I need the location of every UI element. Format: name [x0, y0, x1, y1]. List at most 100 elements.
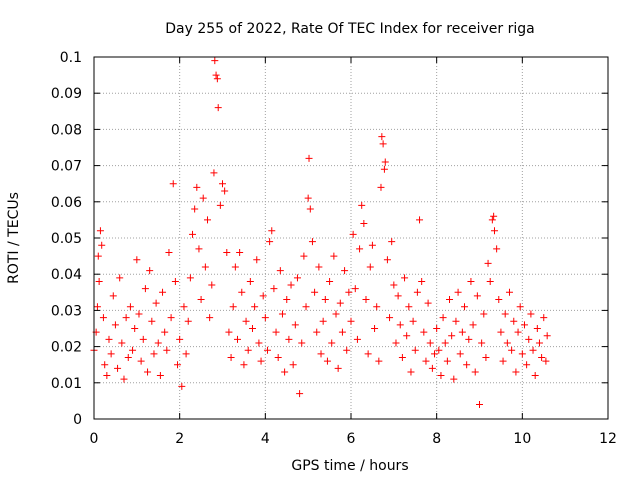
data-point	[293, 274, 301, 282]
data-point	[211, 57, 219, 65]
data-point	[229, 303, 237, 311]
data-point	[191, 205, 199, 213]
y-tick-label: 0.05	[51, 231, 82, 247]
data-point	[516, 303, 524, 311]
data-point	[543, 332, 551, 340]
data-point	[413, 288, 421, 296]
data-point	[321, 296, 329, 304]
data-point	[197, 296, 205, 304]
data-point	[540, 314, 548, 322]
data-point	[490, 227, 498, 235]
data-point	[461, 303, 469, 311]
data-point	[401, 274, 409, 282]
data-point	[490, 212, 498, 220]
data-point	[154, 339, 162, 347]
data-point	[362, 296, 370, 304]
data-point	[375, 357, 383, 365]
data-point	[305, 154, 313, 162]
data-point	[366, 263, 374, 271]
data-point	[409, 317, 417, 325]
data-point	[336, 299, 344, 307]
data-point	[174, 361, 182, 369]
data-point	[304, 194, 312, 202]
data-point	[296, 390, 304, 398]
y-tick-label: 0.06	[51, 195, 82, 211]
data-point	[201, 263, 209, 271]
data-point	[114, 364, 122, 372]
data-point	[394, 292, 402, 300]
data-point	[446, 296, 454, 304]
data-point	[129, 346, 137, 354]
data-point	[259, 292, 267, 300]
data-point	[317, 350, 325, 358]
data-point	[227, 353, 235, 361]
data-point	[184, 317, 192, 325]
data-point	[501, 310, 509, 318]
y-tick-label: 0.04	[51, 267, 82, 283]
data-point	[298, 339, 306, 347]
data-point	[300, 252, 308, 260]
data-point	[480, 310, 488, 318]
data-point	[287, 281, 295, 289]
data-point	[236, 248, 244, 256]
data-point	[520, 321, 528, 329]
data-point	[105, 335, 113, 343]
y-tick-label: 0	[73, 412, 82, 428]
data-point	[101, 361, 109, 369]
grid-lines	[94, 57, 608, 419]
data-point	[206, 314, 214, 322]
data-point	[212, 71, 220, 79]
data-point	[351, 285, 359, 293]
data-point	[493, 245, 501, 253]
data-point	[221, 187, 229, 195]
data-point	[180, 303, 188, 311]
data-point	[233, 335, 241, 343]
data-point	[238, 288, 246, 296]
data-point	[377, 183, 385, 191]
data-point	[283, 296, 291, 304]
data-point	[416, 216, 424, 224]
data-point	[178, 382, 186, 390]
data-point	[381, 158, 389, 166]
data-point	[505, 288, 513, 296]
data-point	[538, 353, 546, 361]
data-point	[484, 259, 492, 267]
data-point	[503, 339, 511, 347]
data-point	[452, 317, 460, 325]
data-point	[186, 274, 194, 282]
data-point	[141, 285, 149, 293]
data-point	[328, 339, 336, 347]
data-point	[210, 169, 218, 177]
data-point	[131, 325, 139, 332]
data-point	[111, 321, 119, 329]
data-point	[439, 314, 447, 322]
data-point	[345, 288, 353, 296]
data-point	[213, 75, 221, 83]
data-point	[225, 328, 233, 336]
data-point	[347, 317, 355, 325]
x-tick-labels: 0 2 4 6 8 10 12	[90, 431, 617, 447]
data-point	[208, 281, 216, 289]
data-point	[473, 292, 481, 300]
data-point	[120, 375, 128, 383]
data-point	[148, 317, 156, 325]
data-point	[330, 252, 338, 260]
data-point	[133, 256, 141, 264]
data-point	[291, 321, 299, 329]
data-point	[437, 372, 445, 380]
data-point	[386, 314, 394, 322]
data-point	[152, 299, 160, 307]
data-point	[471, 368, 479, 376]
data-point	[223, 248, 231, 256]
x-tick-label: 0	[90, 431, 99, 447]
x-tick-label: 2	[175, 431, 184, 447]
y-tick-label: 0.1	[60, 50, 82, 66]
data-point	[240, 361, 248, 369]
data-point	[512, 368, 520, 376]
data-point	[137, 357, 145, 365]
data-point	[424, 299, 432, 307]
data-point	[109, 292, 117, 300]
data-point	[150, 350, 158, 358]
data-point	[443, 357, 451, 365]
